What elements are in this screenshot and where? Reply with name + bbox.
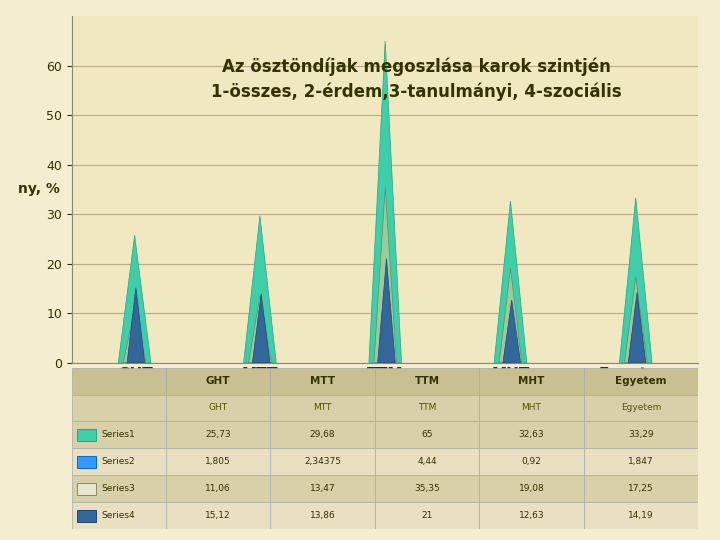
Polygon shape [374, 187, 397, 362]
Bar [271, 368, 374, 395]
Bar [374, 502, 480, 529]
Text: Series4: Series4 [102, 511, 135, 520]
Text: 32,63: 32,63 [518, 430, 544, 440]
Bar [480, 421, 583, 448]
Bar [583, 448, 698, 475]
Bar [166, 475, 270, 502]
Bar [480, 502, 583, 529]
Polygon shape [127, 288, 145, 362]
Text: MHT: MHT [518, 376, 544, 386]
Text: MTT: MTT [310, 376, 335, 386]
Polygon shape [494, 201, 527, 362]
Bar [480, 368, 583, 395]
Bar [77, 510, 96, 522]
Text: 25,73: 25,73 [205, 430, 231, 440]
Text: MHT: MHT [521, 403, 541, 413]
Bar [77, 483, 96, 495]
Bar [271, 421, 374, 448]
Text: 13,47: 13,47 [310, 484, 336, 494]
Bar [583, 368, 698, 395]
Bar [583, 475, 698, 502]
Text: 21: 21 [421, 511, 433, 520]
Polygon shape [258, 351, 266, 362]
Bar [480, 395, 583, 421]
Bar [72, 395, 166, 421]
Text: Series3: Series3 [102, 484, 135, 494]
Polygon shape [499, 268, 522, 362]
Bar [374, 448, 480, 475]
Text: 17,25: 17,25 [628, 484, 654, 494]
Text: 1,805: 1,805 [205, 457, 231, 467]
Text: GHT: GHT [206, 376, 230, 386]
Polygon shape [629, 292, 646, 362]
Text: MTT: MTT [313, 403, 332, 413]
Text: Series1: Series1 [102, 430, 135, 440]
Text: Egyetem: Egyetem [615, 376, 667, 386]
Bar [166, 448, 270, 475]
Bar [77, 429, 96, 441]
Polygon shape [384, 341, 392, 362]
Bar [374, 395, 480, 421]
Polygon shape [248, 296, 271, 362]
Bar [583, 502, 698, 529]
Text: TTM: TTM [418, 403, 436, 413]
Text: Egyetem: Egyetem [621, 403, 661, 413]
Text: GHT: GHT [209, 403, 228, 413]
Bar [166, 395, 270, 421]
Text: 11,06: 11,06 [205, 484, 231, 494]
Bar [271, 502, 374, 529]
Bar [166, 368, 270, 395]
Bar [166, 502, 270, 529]
Bar [72, 475, 166, 502]
Text: 14,19: 14,19 [628, 511, 654, 520]
Text: 35,35: 35,35 [414, 484, 440, 494]
Polygon shape [503, 300, 521, 362]
Text: 15,12: 15,12 [205, 511, 231, 520]
Polygon shape [253, 294, 270, 362]
Text: 13,86: 13,86 [310, 511, 336, 520]
Text: 1,847: 1,847 [628, 457, 654, 467]
Bar [72, 368, 166, 395]
Text: 12,63: 12,63 [518, 511, 544, 520]
Bar [480, 448, 583, 475]
Text: 33,29: 33,29 [628, 430, 654, 440]
Polygon shape [509, 358, 517, 362]
Polygon shape [378, 259, 395, 362]
Text: TTM: TTM [415, 376, 439, 386]
Bar [374, 475, 480, 502]
Bar [374, 421, 480, 448]
Bar [72, 502, 166, 529]
Polygon shape [634, 353, 642, 362]
Text: 19,08: 19,08 [518, 484, 544, 494]
Polygon shape [118, 235, 151, 362]
Bar [480, 475, 583, 502]
Polygon shape [619, 198, 652, 362]
Polygon shape [624, 277, 647, 362]
Bar [166, 421, 270, 448]
Text: 0,92: 0,92 [521, 457, 541, 467]
Bar [583, 421, 698, 448]
Text: Series2: Series2 [102, 457, 135, 467]
Bar [72, 421, 166, 448]
Text: 29,68: 29,68 [310, 430, 336, 440]
Bar [72, 448, 166, 475]
Bar [271, 448, 374, 475]
Bar [583, 395, 698, 421]
Text: 2,34375: 2,34375 [304, 457, 341, 467]
Text: 65: 65 [421, 430, 433, 440]
Polygon shape [369, 41, 402, 362]
Y-axis label: ny, %: ny, % [19, 183, 60, 197]
Polygon shape [123, 308, 146, 362]
Text: Az ösztöndíjak megoszlása karok szintjén
1-összes, 2-érdem,3-tanulmányi, 4-szoci: Az ösztöndíjak megoszlása karok szintjén… [211, 58, 622, 100]
Text: 4,44: 4,44 [417, 457, 437, 467]
Bar [271, 475, 374, 502]
Polygon shape [133, 354, 141, 362]
Bar [77, 456, 96, 468]
Bar [374, 368, 480, 395]
Polygon shape [243, 215, 276, 362]
Bar [271, 395, 374, 421]
